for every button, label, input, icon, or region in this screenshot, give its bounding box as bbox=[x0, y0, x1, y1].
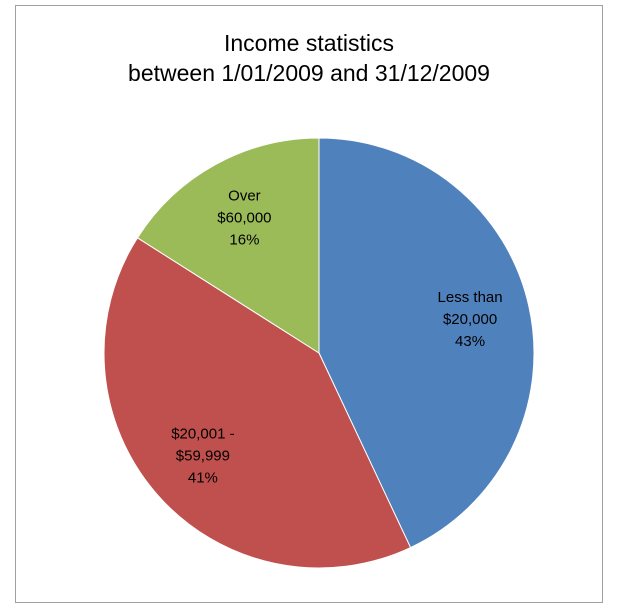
pie-slice-label-1: $20,001 - $59,999 41% bbox=[171, 425, 234, 486]
pie-labels: Less than $20,000 43% $20,001 - $59,999 41% Ov… bbox=[171, 187, 502, 486]
pie-slice-percent: 16% bbox=[229, 231, 259, 248]
pie-slice-1 bbox=[103, 237, 412, 569]
pie-slice-percent: 41% bbox=[188, 469, 218, 486]
chart-title: Income statistics bbox=[224, 30, 394, 56]
pie-slice-2 bbox=[136, 137, 320, 354]
pie-slice-label-line: $60,000 bbox=[217, 209, 271, 226]
pie-slice-label-0: Less than $20,000 43% bbox=[438, 289, 503, 350]
pie-slice-label-line: Over bbox=[228, 187, 261, 204]
pie-slice-label-line: $20,001 - bbox=[171, 425, 234, 442]
pie-slice-label-line: Less than bbox=[438, 289, 503, 306]
chart-title-block: Income statistics between 1/01/2009 and … bbox=[16, 28, 602, 88]
pie-slice-label-line: $20,000 bbox=[443, 311, 497, 328]
pie-slice-percent: 43% bbox=[455, 333, 485, 350]
pie-slices bbox=[103, 137, 535, 569]
chart-subtitle: between 1/01/2009 and 31/12/2009 bbox=[128, 60, 490, 86]
pie-slice-label-2: Over $60,000 16% bbox=[217, 187, 271, 248]
pie-slice-0 bbox=[318, 137, 535, 549]
pie-slice-label-line: $59,999 bbox=[176, 447, 230, 464]
